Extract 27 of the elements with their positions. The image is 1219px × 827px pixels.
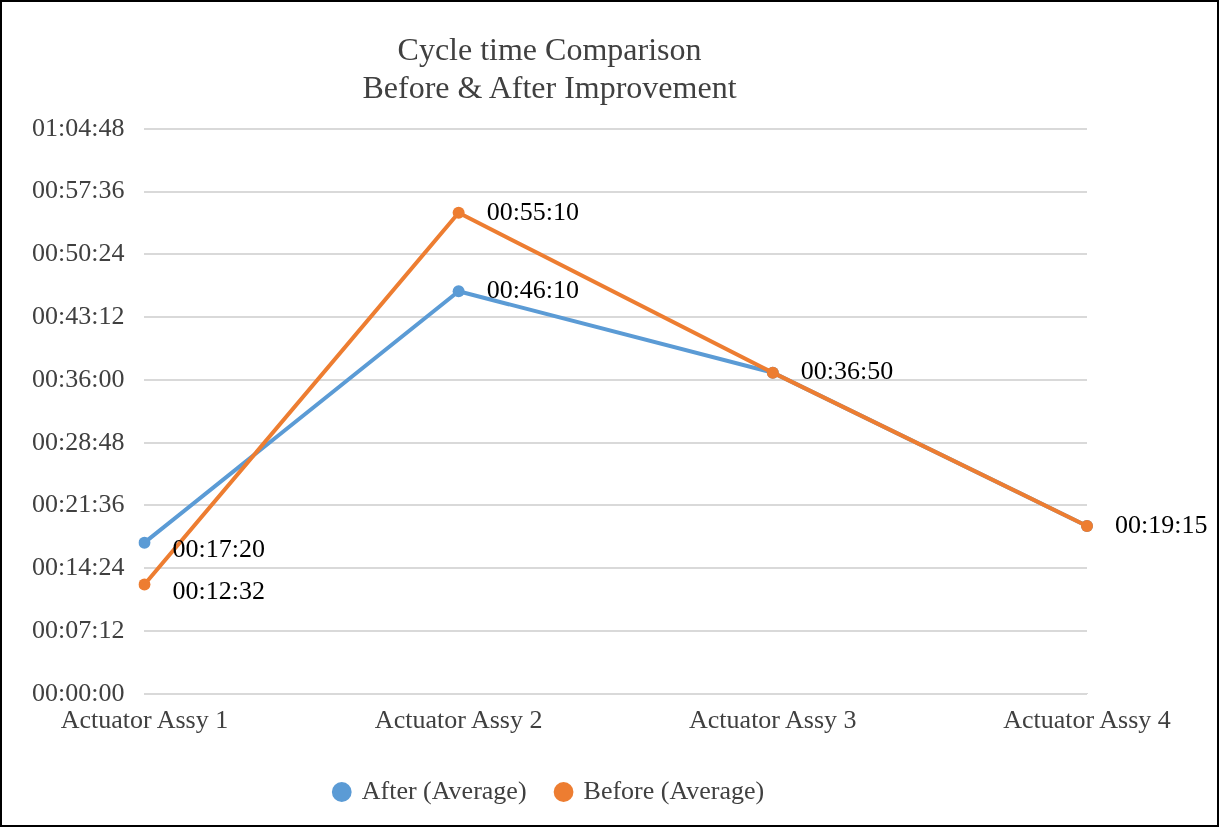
point (138, 536, 151, 549)
chart-title: Cycle time Comparison Before & After Improvement (362, 30, 737, 106)
y-tick-label: 00:14:24 (31, 552, 125, 582)
y-tick-label: 00:50:24 (31, 238, 125, 268)
data-label: 00:19:15 (1115, 509, 1208, 539)
x-tick-label: Actuator Assy 4 (1003, 705, 1171, 735)
y-tick-label: 00:00:00 (31, 677, 125, 707)
x-tick-label: Actuator Assy 1 (60, 705, 229, 735)
legend-label: Before (Average) (583, 775, 765, 805)
data-label: 00:46:10 (486, 275, 580, 305)
data-label: 00:12:32 (172, 576, 265, 606)
y-tick-label: 00:07:12 (31, 614, 125, 644)
data-label: 00:36:50 (800, 356, 894, 386)
x-tick-label: Actuator Assy 3 (689, 705, 857, 735)
data-label: 00:55:10 (486, 196, 580, 226)
point (452, 206, 465, 219)
y-tick-label: 00:28:48 (31, 426, 125, 456)
legend-label: After (Average) (361, 775, 527, 805)
y-tick-label: 00:43:12 (31, 300, 125, 330)
y-tick-label: 00:57:36 (31, 175, 125, 205)
point (452, 285, 465, 298)
y-tick-label: 00:21:36 (31, 489, 125, 519)
point (138, 578, 151, 591)
y-tick-label: 00:36:00 (31, 363, 125, 393)
data-label: 00:17:20 (172, 534, 265, 564)
y-tick-label: 01:04:48 (31, 112, 125, 142)
x-tick-label: Actuator Assy 2 (374, 705, 543, 735)
